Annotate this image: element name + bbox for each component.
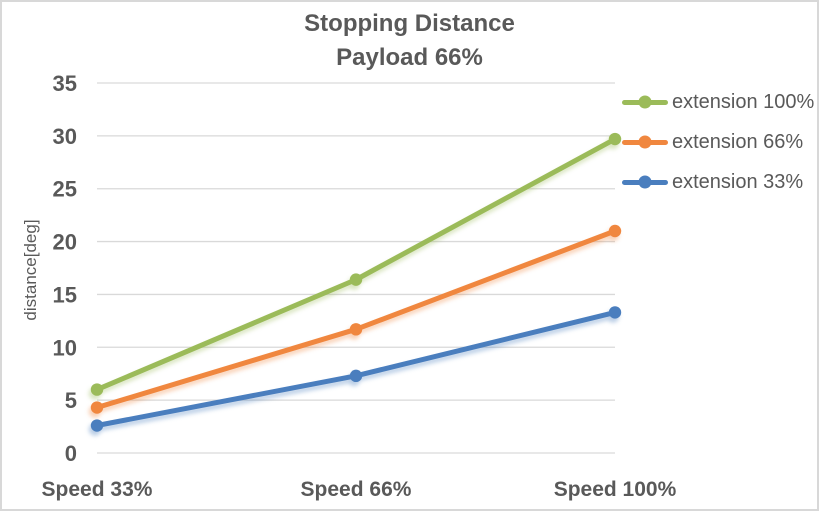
series-extension-66- xyxy=(90,224,622,414)
data-point xyxy=(608,306,622,319)
chart-title: Stopping Distance xyxy=(304,10,515,37)
data-point xyxy=(90,401,104,414)
chart-title-block: Stopping Distance Payload 66% xyxy=(2,7,817,75)
chart-subtitle: Payload 66% xyxy=(336,44,483,71)
series-extension-100- xyxy=(90,132,622,396)
data-point xyxy=(349,369,363,383)
x-tick-label: Speed 100% xyxy=(554,478,677,501)
series-extension-33- xyxy=(90,306,622,432)
data-point xyxy=(349,323,363,336)
y-axis-title: distance[deg] xyxy=(21,219,40,321)
y-tick-label: 15 xyxy=(53,282,77,307)
x-tick-label: Speed 66% xyxy=(301,478,412,501)
y-tick-label: 5 xyxy=(65,388,77,413)
y-tick-label: 10 xyxy=(53,335,77,360)
x-tick-label: Speed 33% xyxy=(42,478,153,501)
y-tick-label: 30 xyxy=(53,124,77,149)
y-tick-label: 20 xyxy=(53,230,77,255)
data-point xyxy=(608,224,622,238)
data-point xyxy=(608,132,622,146)
data-point xyxy=(90,419,104,432)
y-tick-label: 35 xyxy=(53,71,77,96)
data-point xyxy=(90,383,104,396)
y-tick-label: 0 xyxy=(65,441,77,466)
data-point xyxy=(349,273,363,286)
y-tick-label: 25 xyxy=(53,177,77,202)
series-line xyxy=(94,136,618,393)
